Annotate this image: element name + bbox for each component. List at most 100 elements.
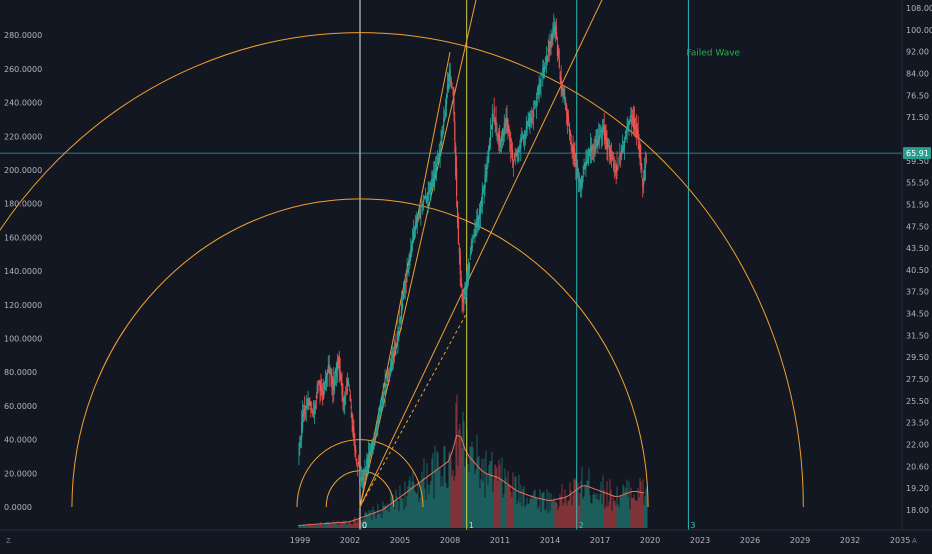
- candle-body: [439, 150, 441, 158]
- volume-bar: [315, 525, 317, 528]
- candle-body: [594, 146, 596, 150]
- candle-body: [501, 129, 504, 142]
- candle-body: [645, 159, 648, 161]
- volume-bar: [348, 521, 350, 528]
- candle-body: [575, 162, 577, 168]
- volume-bar: [548, 492, 550, 528]
- candle-body: [366, 459, 368, 472]
- volume-bar: [306, 526, 308, 528]
- candle-body: [423, 196, 426, 198]
- candle-body: [478, 215, 480, 221]
- candle-body: [626, 127, 628, 131]
- candle-body: [615, 170, 617, 174]
- volume-bar: [610, 489, 612, 528]
- volume-bar: [392, 494, 394, 528]
- volume-bar: [398, 511, 400, 528]
- candle-body: [384, 382, 386, 396]
- candle-body: [445, 95, 448, 105]
- candle-body: [435, 164, 438, 175]
- x-axis-tick-label: 2011: [490, 536, 510, 545]
- volume-bar: [458, 429, 460, 528]
- candle-body: [467, 265, 470, 276]
- candle-body: [370, 443, 372, 453]
- volume-bar: [481, 459, 483, 528]
- candle-body: [379, 402, 382, 412]
- volume-bar: [405, 506, 407, 528]
- candle-body: [403, 285, 405, 292]
- candle-body: [533, 112, 535, 117]
- candle-body: [624, 137, 626, 139]
- volume-bar: [424, 488, 426, 528]
- volume-bar: [603, 490, 605, 528]
- candle-body: [371, 446, 373, 448]
- volume-bar: [554, 501, 556, 528]
- volume-bar: [551, 501, 553, 528]
- volume-bar: [460, 438, 462, 528]
- volume-bar: [590, 503, 592, 528]
- volume-bar: [463, 420, 465, 528]
- candle-body: [450, 79, 452, 83]
- current-price-badge: [903, 147, 931, 160]
- right-axis-tick-label: 19.20: [906, 484, 929, 493]
- candle-body: [454, 121, 456, 142]
- candle-body: [494, 121, 496, 123]
- volume-bar: [453, 480, 455, 528]
- volume-bar: [349, 521, 351, 528]
- annotation-text: Failed Wave: [686, 48, 740, 58]
- candle-body: [383, 393, 385, 395]
- volume-bar: [403, 510, 405, 528]
- x-axis-tick-label: 2014: [540, 536, 560, 545]
- volume-bar: [542, 492, 544, 528]
- candle-body: [565, 101, 567, 111]
- volume-bar: [495, 466, 497, 528]
- candle-body: [563, 89, 565, 98]
- candle-body: [530, 117, 532, 123]
- candle-body: [381, 394, 383, 398]
- volume-bar: [541, 493, 543, 528]
- volume-bar: [549, 511, 551, 528]
- volume-bar: [506, 485, 508, 528]
- volume-bar: [622, 484, 624, 528]
- volume-bar: [585, 485, 587, 528]
- candle-body: [431, 178, 433, 182]
- left-axis-tick-label: 60.0000: [4, 402, 37, 411]
- volume-bar: [637, 488, 639, 528]
- candle-body: [524, 133, 526, 138]
- candle-body: [602, 127, 604, 129]
- volume-bar: [583, 496, 585, 528]
- candle-body: [617, 167, 619, 169]
- right-axis-tick-label: 40.50: [906, 266, 929, 275]
- volume-bar: [480, 479, 482, 528]
- x-axis-tick-label: 2020: [640, 536, 660, 545]
- volume-bar: [325, 522, 327, 528]
- volume-bar: [371, 520, 373, 528]
- x-axis-tick-label: 2017: [590, 536, 610, 545]
- candle-body: [374, 435, 376, 438]
- volume-bar: [580, 481, 582, 528]
- candle-body: [595, 140, 597, 142]
- candle-body: [397, 330, 399, 342]
- left-axis-tick-label: 180.0000: [4, 200, 42, 209]
- volume-bar: [354, 516, 356, 528]
- volume-bar: [307, 523, 309, 528]
- volume-bar: [474, 474, 476, 528]
- candle-body: [328, 364, 330, 374]
- volume-bar: [404, 481, 406, 528]
- candle-body: [358, 472, 361, 478]
- volume-bar: [499, 464, 501, 528]
- volume-bar: [522, 488, 524, 528]
- volume-bar: [414, 490, 416, 528]
- volume-bar: [324, 522, 326, 528]
- volume-bar: [332, 520, 334, 528]
- volume-bar: [396, 496, 398, 528]
- candle-body: [629, 119, 631, 122]
- volume-bar: [577, 483, 579, 528]
- volume-bar: [520, 485, 522, 528]
- volume-bar: [530, 498, 532, 528]
- candle-body: [301, 413, 304, 428]
- candle-body: [308, 402, 310, 406]
- candle-body: [538, 84, 540, 92]
- candle-body: [522, 135, 525, 141]
